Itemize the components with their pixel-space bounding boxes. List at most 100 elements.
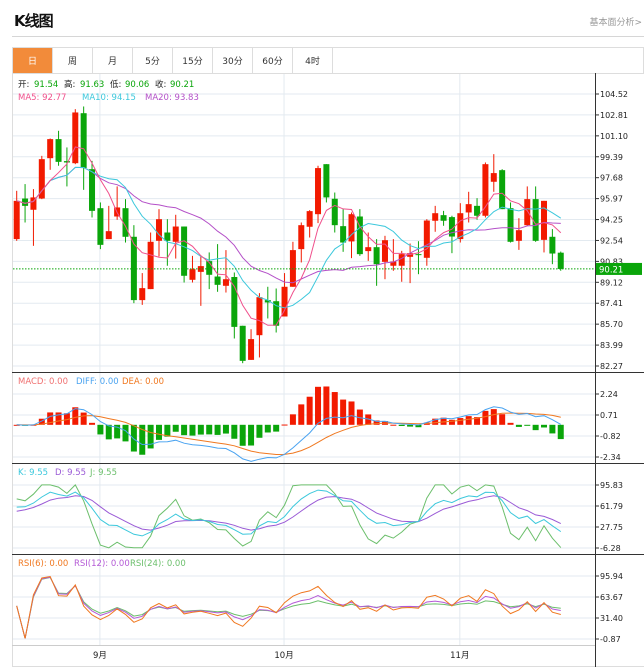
macd-bar [181,424,188,436]
candle-up[interactable] [222,279,229,286]
diff-line [16,406,562,462]
tab-15min[interactable]: 15分 [173,48,213,73]
price-tick-label: 94.25 [600,216,623,225]
candle-up[interactable] [139,288,146,301]
candle-down[interactable] [214,276,221,285]
candle-down[interactable] [549,236,556,254]
macd-bar [38,418,45,425]
candle-up[interactable] [515,230,522,241]
macd-bar [541,424,548,428]
candle-down[interactable] [164,232,171,241]
divider [12,36,644,37]
candle-up[interactable] [465,204,472,213]
candle-up[interactable] [432,213,439,221]
candle-down[interactable] [22,198,29,206]
candle-down[interactable] [448,217,455,237]
candle-up[interactable] [315,168,322,215]
rsi-tick-label: 95.94 [600,572,623,581]
candle-down[interactable] [474,205,481,216]
candle-up[interactable] [256,297,263,336]
tab-day[interactable]: 日 [13,48,53,73]
candle-up[interactable] [281,286,288,317]
x-axis-label: 9月 [93,651,107,661]
candle-down[interactable] [122,208,129,237]
candle-up[interactable] [155,219,162,241]
candle-down[interactable] [331,198,338,226]
candle-up[interactable] [524,199,531,226]
candle-down[interactable] [532,199,539,241]
candle-up[interactable] [348,214,355,242]
macd-bar [222,424,229,434]
candle-up[interactable] [306,211,313,227]
candle-up[interactable] [490,173,497,182]
candle-down[interactable] [206,261,213,275]
candle-up[interactable] [482,164,489,216]
candle-up[interactable] [298,225,305,250]
tab-60min[interactable]: 60分 [253,48,293,73]
fundamental-analysis-link[interactable]: 基本面分析> [589,18,642,28]
candle-down[interactable] [440,215,447,221]
rsi-tick-label: -0.87 [600,635,621,644]
candle-up[interactable] [72,112,79,164]
tab-30min[interactable]: 30分 [213,48,253,73]
price-tick-label: 90.83 [600,257,623,266]
candle-up[interactable] [197,266,204,272]
candle-down[interactable] [323,164,330,198]
macd-bar [356,409,363,425]
candle-down[interactable] [231,277,238,327]
candle-down[interactable] [55,139,62,162]
candle-up[interactable] [13,200,20,240]
low-value: 90.06 [125,80,149,90]
candle-up[interactable] [147,241,154,290]
candle-up[interactable] [457,213,464,240]
candle-down[interactable] [273,301,280,326]
candle-down[interactable] [415,254,422,256]
candle-down[interactable] [97,208,104,245]
candle-down[interactable] [499,170,506,210]
d-line [16,495,562,531]
candle-up[interactable] [30,197,37,210]
tab-4hour[interactable]: 4时 [293,48,333,73]
candle-down[interactable] [239,325,246,361]
ma5-label: MA5: 92.77 [18,93,66,103]
candle-down[interactable] [356,216,363,255]
candle-down[interactable] [373,247,380,265]
candle-up[interactable] [541,200,548,240]
macd-bar [281,424,288,426]
tab-5min[interactable]: 5分 [133,48,173,73]
candle-up[interactable] [390,261,397,266]
candle-up[interactable] [189,269,196,280]
price-tick-label: 85.70 [600,320,623,329]
candle-down[interactable] [63,161,70,163]
candle-up[interactable] [398,254,405,266]
candle-down[interactable] [340,226,347,243]
candle-up[interactable] [47,139,54,159]
price-tick-label: 102.81 [600,111,628,120]
candle-down[interactable] [507,208,514,242]
tab-week[interactable]: 周 [53,48,93,73]
candle-up[interactable] [423,220,430,258]
ma5-line [16,146,562,326]
macd-bar [340,399,347,425]
candle-up[interactable] [38,159,45,199]
price-tick-label: 101.10 [600,132,628,141]
tab-month[interactable]: 月 [93,48,133,73]
macd-bar [390,424,397,426]
candle-down[interactable] [80,113,87,169]
candle-up[interactable] [365,247,372,252]
candle-down[interactable] [181,226,188,276]
candle-down[interactable] [557,252,564,269]
candle-up[interactable] [105,231,112,240]
x-axis-label: 10月 [274,651,293,661]
kdj-tick-label: -6.28 [600,544,621,553]
macd-bar [105,424,112,440]
price-tick-label: 92.54 [600,236,623,245]
candle-up[interactable] [381,240,388,262]
price-tick-label: 87.41 [600,299,623,308]
indicator-labels: 开: 91.54 高: 91.63 低: 90.06 收: 90.21 MA5:… [18,79,199,569]
candle-up[interactable] [172,226,179,242]
candle-up[interactable] [248,339,255,360]
candle-down[interactable] [89,169,96,211]
candle-down[interactable] [264,300,271,303]
